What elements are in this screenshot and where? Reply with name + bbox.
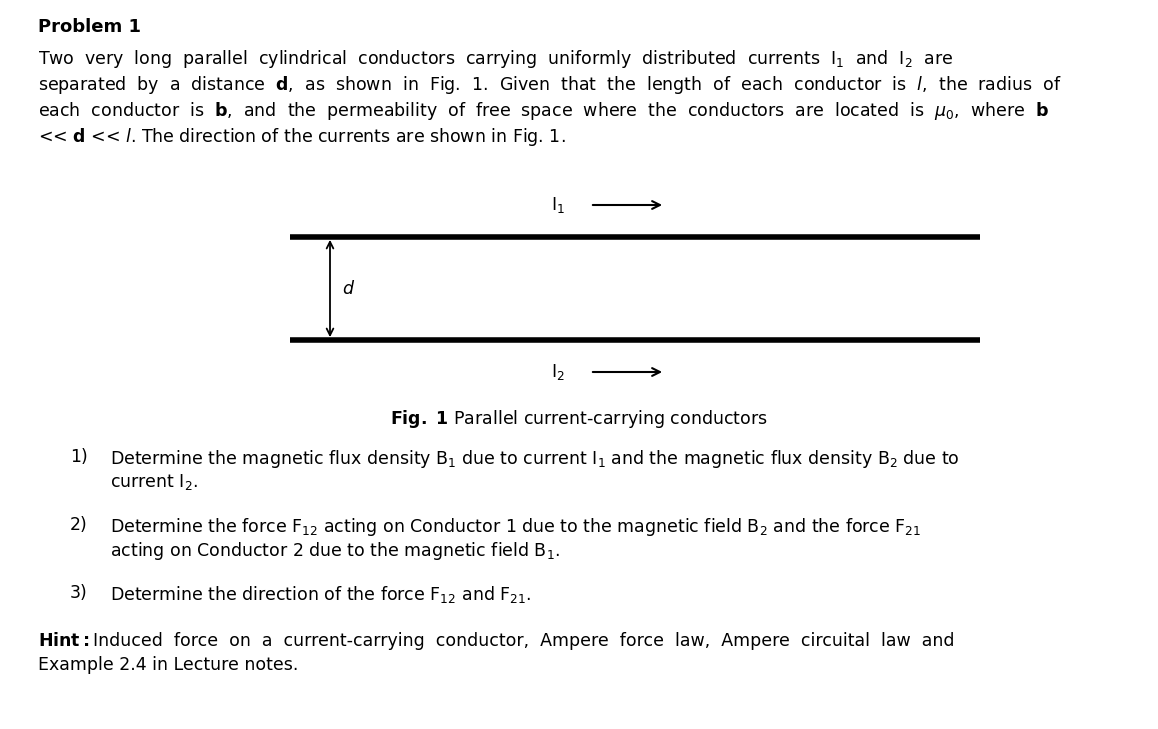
Text: Determine the magnetic flux density B$_1$ due to current I$_1$ and the magnetic : Determine the magnetic flux density B$_1… [110,448,960,470]
Text: Example 2.4 in Lecture notes.: Example 2.4 in Lecture notes. [38,656,299,674]
Text: Determine the direction of the force F$_{12}$ and F$_{21}$.: Determine the direction of the force F$_… [110,584,532,605]
Text: I$_1$: I$_1$ [551,195,565,215]
Text: $\mathbf{Fig.\ 1}$ Parallel current-carrying conductors: $\mathbf{Fig.\ 1}$ Parallel current-carr… [390,408,768,430]
Text: Two  very  long  parallel  cylindrical  conductors  carrying  uniformly  distrib: Two very long parallel cylindrical condu… [38,48,953,70]
Text: 3): 3) [69,584,88,602]
Text: 1): 1) [69,448,88,466]
Text: << $\mathbf{d}$ << $\mathit{l}$. The direction of the currents are shown in Fig.: << $\mathbf{d}$ << $\mathit{l}$. The dir… [38,126,565,148]
Text: acting on Conductor 2 due to the magnetic field B$_1$.: acting on Conductor 2 due to the magneti… [110,540,559,562]
Text: each  conductor  is  $\mathbf{b}$,  and  the  permeability  of  free  space  whe: each conductor is $\mathbf{b}$, and the … [38,100,1049,122]
Text: Determine the force F$_{12}$ acting on Conductor 1 due to the magnetic field B$_: Determine the force F$_{12}$ acting on C… [110,516,922,538]
Text: 2): 2) [69,516,88,534]
Text: I$_2$: I$_2$ [551,362,565,382]
Text: $\mathbf{Hint:}$: $\mathbf{Hint:}$ [38,632,89,650]
Text: current I$_2$.: current I$_2$. [110,472,198,492]
Text: d: d [342,279,353,297]
Text: Induced  force  on  a  current-carrying  conductor,  Ampere  force  law,  Ampere: Induced force on a current-carrying cond… [93,632,954,650]
Text: Problem 1: Problem 1 [38,18,141,36]
Text: separated  by  a  distance  $\mathbf{d}$,  as  shown  in  Fig.  1.  Given  that : separated by a distance $\mathbf{d}$, as… [38,74,1062,96]
